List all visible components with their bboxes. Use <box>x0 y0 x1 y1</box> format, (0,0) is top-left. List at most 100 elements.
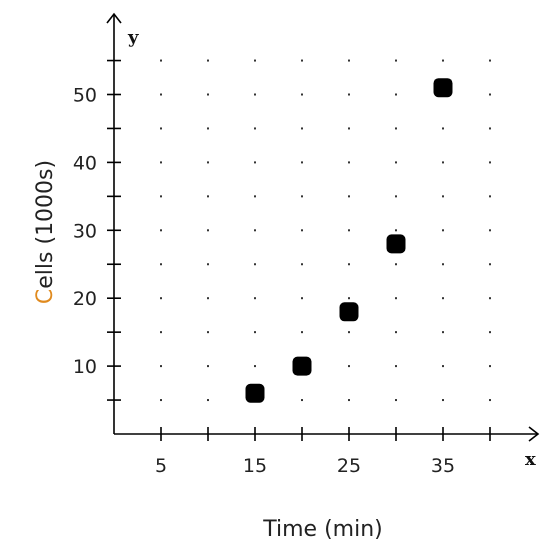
grid-dot <box>254 297 256 300</box>
y-tick-label: 40 <box>73 152 97 174</box>
y-tick-label: 10 <box>73 356 97 378</box>
grid-dot <box>395 331 397 334</box>
grid-dot <box>348 263 350 266</box>
grid-dot <box>348 229 350 232</box>
grid-dot <box>348 195 350 198</box>
grid-dot <box>207 331 209 334</box>
grid-dot <box>207 59 209 62</box>
grid-dot <box>395 297 397 300</box>
grid-dot <box>395 263 397 266</box>
grid-dot <box>489 127 491 130</box>
grid-dot <box>348 399 350 402</box>
grid-dot <box>254 59 256 62</box>
data-point <box>386 234 406 254</box>
grid-dot <box>442 297 444 300</box>
grid-dot <box>348 297 350 300</box>
grid-dot <box>301 331 303 334</box>
grid-dot <box>395 59 397 62</box>
data-point <box>245 383 265 403</box>
grid-dot <box>348 331 350 334</box>
grid-dot <box>395 195 397 198</box>
grid-dot <box>207 93 209 96</box>
grid-dot <box>254 331 256 334</box>
grid-dot <box>254 127 256 130</box>
grid-dot <box>395 365 397 368</box>
grid-dot <box>489 93 491 96</box>
grid-dot <box>160 59 162 62</box>
grid-dot <box>489 59 491 62</box>
y-tick-label: 20 <box>73 288 97 310</box>
y-tick-label: 30 <box>73 220 97 242</box>
grid-dot <box>442 229 444 232</box>
grid-dot <box>489 399 491 402</box>
grid-dot <box>301 59 303 62</box>
grid-dot <box>348 365 350 368</box>
y-axis-arrow <box>106 12 122 24</box>
grid-dot <box>395 93 397 96</box>
x-tick-label: 25 <box>337 455 361 477</box>
grid-dot <box>301 297 303 300</box>
grid-dot <box>348 161 350 164</box>
grid-dot <box>442 331 444 334</box>
grid-dot <box>207 297 209 300</box>
grid-dot <box>301 161 303 164</box>
grid-dot <box>348 127 350 130</box>
grid-dot <box>207 195 209 198</box>
grid-dot <box>395 161 397 164</box>
x-tick-label: 15 <box>243 455 267 477</box>
grid-dot <box>160 365 162 368</box>
grid-dot <box>207 161 209 164</box>
grid-dot <box>395 127 397 130</box>
y-axis-name: y <box>127 27 139 48</box>
grid-dot <box>442 365 444 368</box>
grid-dot <box>301 127 303 130</box>
grid-dot <box>254 195 256 198</box>
data-point <box>433 78 453 98</box>
grid-dot <box>489 263 491 266</box>
grid-dot <box>442 59 444 62</box>
grid-dot <box>254 263 256 266</box>
grid-dot <box>489 195 491 198</box>
axes <box>106 12 540 442</box>
grid-dot <box>301 399 303 402</box>
grid-dot <box>395 229 397 232</box>
grid-dot <box>442 263 444 266</box>
grid-dot <box>301 93 303 96</box>
data-point <box>292 356 312 376</box>
grid-dot <box>301 263 303 266</box>
grid-dot <box>348 93 350 96</box>
x-axis-name: x <box>525 449 536 470</box>
grid-dot <box>207 263 209 266</box>
data-points <box>245 78 453 403</box>
grid-dot <box>207 365 209 368</box>
y-tick-label: 50 <box>73 85 97 107</box>
grid-dot <box>442 127 444 130</box>
data-point <box>339 302 359 322</box>
grid-dot <box>301 229 303 232</box>
grid-dot <box>160 331 162 334</box>
x-tick-label: 5 <box>155 455 167 477</box>
grid-dot <box>489 331 491 334</box>
grid-dot <box>489 297 491 300</box>
tick-labels: 5 15 25 35 10 20 30 40 50 <box>73 85 455 478</box>
grid-dot <box>160 195 162 198</box>
grid-dot <box>160 93 162 96</box>
grid-dot <box>254 229 256 232</box>
y-axis-title: Cells (1000s) <box>33 160 58 304</box>
x-tick-label: 35 <box>431 455 455 477</box>
grid-dot <box>160 399 162 402</box>
grid-dot <box>160 229 162 232</box>
grid-dot <box>160 263 162 266</box>
grid-dot <box>160 161 162 164</box>
grid-dot <box>489 365 491 368</box>
grid-dot <box>207 127 209 130</box>
grid-dot <box>301 195 303 198</box>
grid-dot <box>160 127 162 130</box>
grid-dot <box>160 297 162 300</box>
grid-dot <box>489 229 491 232</box>
grid-dot <box>442 399 444 402</box>
x-axis-title: Time (min) <box>262 517 383 542</box>
grid-dot <box>254 365 256 368</box>
grid-dot <box>254 161 256 164</box>
